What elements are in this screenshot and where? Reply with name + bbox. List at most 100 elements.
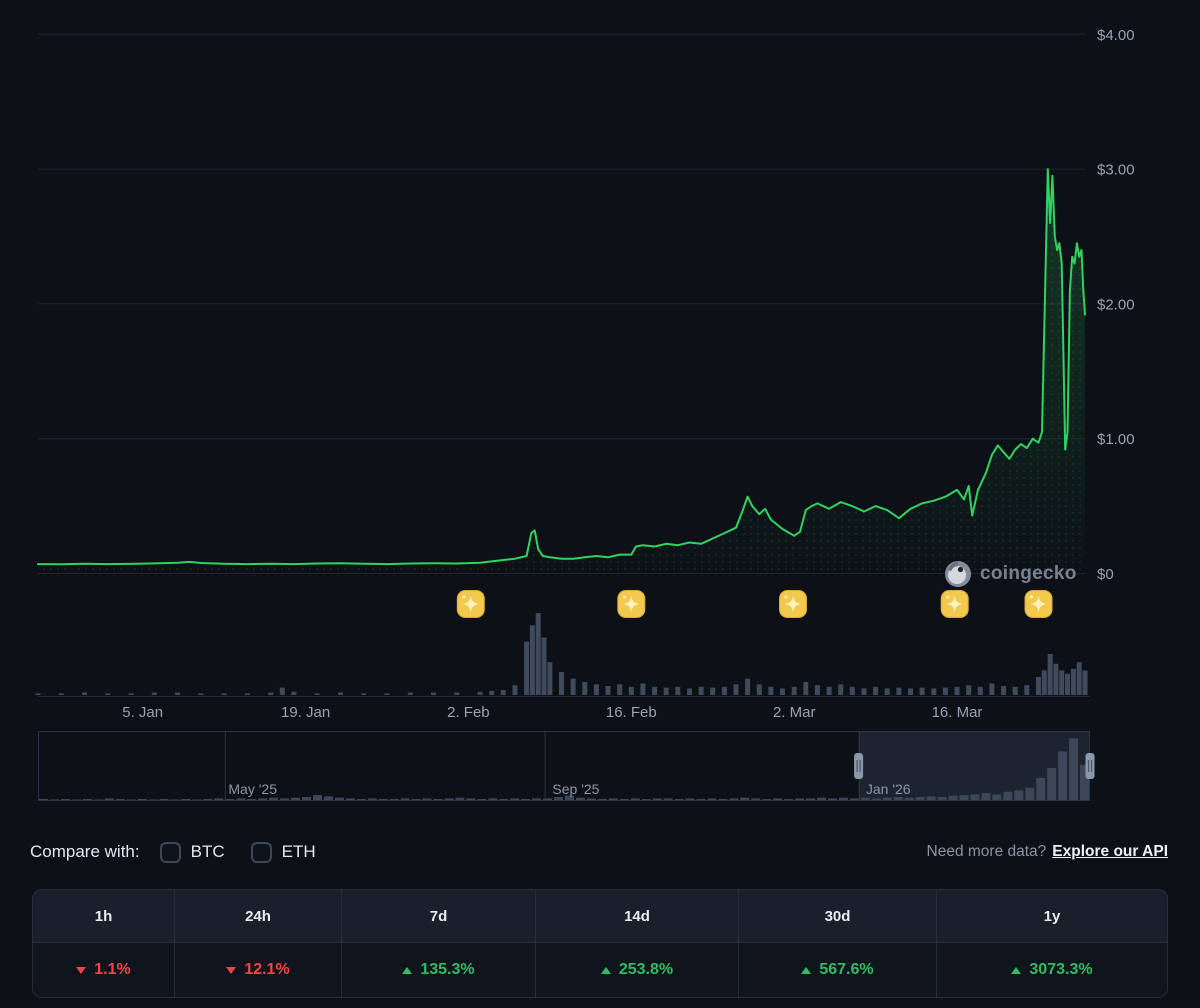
volume-bar (640, 683, 646, 695)
volume-bar (244, 693, 250, 695)
volume-bar (291, 691, 297, 695)
volume-bar (268, 692, 274, 695)
navigator-bar (839, 797, 848, 801)
event-marker-icon[interactable] (617, 590, 646, 618)
volume-bar (861, 688, 867, 695)
explore-api-link[interactable]: Explore our API (1052, 843, 1168, 860)
volume-bar (431, 692, 436, 695)
navigator-bar (893, 797, 903, 801)
volume-bar (175, 692, 181, 695)
navigator-bar (860, 797, 870, 801)
volume-bar (884, 688, 890, 695)
navigator-bar (1069, 738, 1079, 801)
arrow-up-icon (1011, 966, 1022, 974)
volume-bar (384, 693, 390, 695)
navigator-bar (1080, 764, 1089, 801)
volume-bar (838, 684, 844, 695)
navigator-bar (323, 796, 333, 801)
volume-bar (908, 688, 913, 695)
volume-bar (82, 692, 87, 695)
navigator-bar (532, 798, 542, 801)
volume-bar (1047, 654, 1053, 695)
volume-bar (489, 690, 495, 695)
volume-bar (814, 685, 820, 695)
event-marker-icon[interactable] (779, 590, 807, 618)
perf-value-1h: 1.1% (33, 943, 175, 997)
arrow-up-icon (402, 966, 413, 974)
navigator-bar (367, 798, 377, 801)
event-marker-icon[interactable] (940, 590, 969, 618)
volume-bar (1036, 677, 1041, 695)
navigator-bar (1003, 791, 1013, 801)
volume-bar (1041, 670, 1047, 695)
volume-bar (1024, 685, 1030, 695)
volume-bar (919, 687, 925, 695)
perf-percent-text: 1.1% (94, 961, 131, 978)
price-area-texture (38, 169, 1085, 574)
volume-bar (361, 693, 367, 695)
volume-bar (628, 686, 634, 695)
arrow-up-icon (600, 966, 611, 974)
volume-bar (663, 687, 669, 695)
volume-bar (1053, 663, 1059, 695)
volume-bar (873, 686, 879, 695)
compare-option-btc[interactable]: BTC (159, 841, 225, 863)
volume-bar (745, 678, 751, 695)
perf-header-30d: 30d (739, 890, 937, 943)
perf-percent-text: 253.8% (618, 961, 674, 978)
checkbox-eth[interactable] (250, 841, 272, 863)
volume-bar (279, 687, 285, 695)
volume-bar (768, 686, 774, 695)
navigator-handle[interactable] (1085, 753, 1095, 779)
volume-bar (477, 691, 483, 695)
event-marker-icon[interactable] (456, 590, 485, 618)
navigator-bar (608, 798, 618, 801)
perf-value-1y: 3073.3% (937, 943, 1167, 997)
volume-bar (535, 613, 541, 695)
navigator-bar (280, 798, 290, 801)
navigator-bar (904, 797, 914, 801)
x-axis-label: 2. Mar (773, 704, 816, 721)
coingecko-watermark: coingecko (944, 559, 1077, 589)
navigator-bar (543, 798, 553, 801)
volume-bar (942, 687, 948, 695)
volume-bar (512, 685, 518, 695)
navigator-bar (652, 798, 662, 801)
perf-percent-text: 567.6% (819, 961, 874, 978)
volume-bar (35, 693, 41, 695)
compare-with-label: Compare with: (30, 842, 140, 861)
x-axis-label: 2. Feb (447, 704, 490, 721)
price-volume-chart[interactable]: $0 $1.00 $2.00 $3.00 $4.00 5. Jan 19. Jan 2. Fe… (0, 0, 1200, 820)
navigator-bar (740, 797, 750, 801)
volume-bar (407, 692, 413, 695)
navigator-bar (1014, 790, 1024, 801)
navigator-bar (258, 798, 268, 801)
compare-options: BTC ETH (159, 841, 316, 863)
performance-table: 1h 24h 7d 14d 30d 1y 1.1% 12.1% 135.3% 253.8% 567.… (32, 889, 1168, 998)
navigator-bar (510, 798, 520, 801)
navigator-bar (466, 798, 476, 801)
navigator-bar (236, 798, 246, 801)
navigator-bar (104, 798, 114, 801)
volume-bar (529, 625, 535, 695)
volume-bar (338, 692, 343, 695)
perf-value-14d: 253.8% (536, 943, 739, 997)
navigator-bar (849, 798, 859, 801)
volume-bar (780, 688, 785, 695)
volume-bar (710, 687, 716, 695)
navigator-handle[interactable] (854, 753, 864, 779)
volume-bar (1082, 670, 1088, 695)
navigator-bar (806, 798, 816, 801)
checkbox-btc[interactable] (159, 841, 181, 863)
perf-header-1h: 1h (33, 890, 175, 943)
navigator-bar (937, 797, 947, 801)
volume-bar (582, 681, 588, 695)
event-marker-icon[interactable] (1024, 590, 1053, 618)
coingecko-logo-icon (945, 561, 971, 587)
navigator-bar (773, 798, 783, 801)
volume-bar (314, 693, 320, 695)
navigator-bar (1025, 787, 1035, 801)
watermark-text: coingecko (980, 563, 1077, 584)
compare-option-eth[interactable]: ETH (250, 841, 316, 863)
